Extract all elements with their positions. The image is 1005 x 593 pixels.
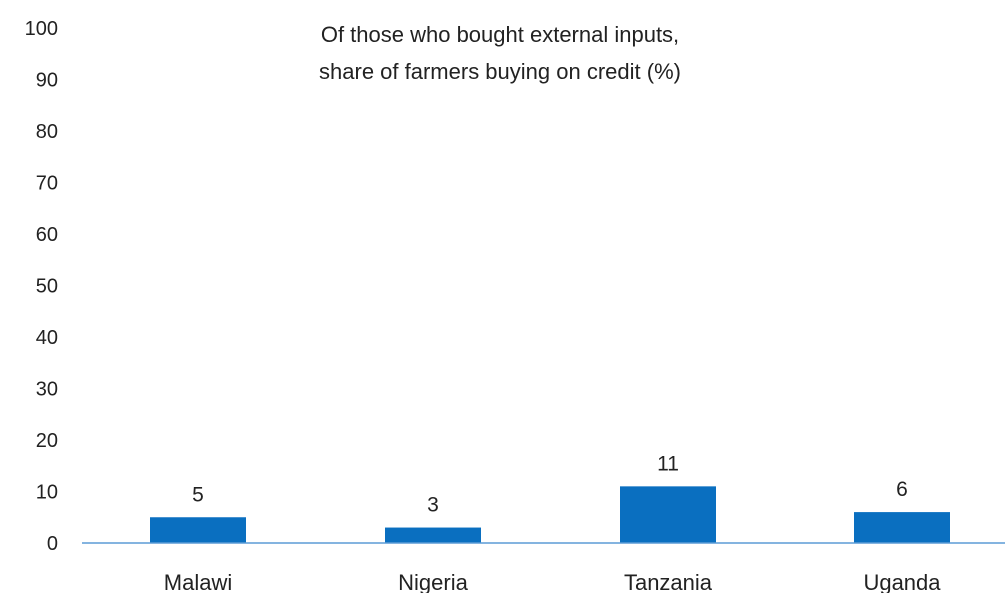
bars xyxy=(150,486,950,543)
y-axis-tick-labels: 0 10 20 30 40 50 60 70 80 90 100 xyxy=(25,18,58,555)
y-tick-label: 40 xyxy=(36,327,58,349)
y-tick-label: 10 xyxy=(36,482,58,504)
bar-tanzania xyxy=(620,486,716,543)
y-tick-label: 50 xyxy=(36,276,58,298)
y-tick-label: 60 xyxy=(36,224,58,246)
chart-title-line-2: share of farmers buying on credit (%) xyxy=(319,59,681,84)
y-tick-label: 20 xyxy=(36,430,58,452)
y-tick-label: 100 xyxy=(25,18,58,40)
chart-title: Of those who bought external inputs, sha… xyxy=(319,22,681,84)
y-tick-label: 70 xyxy=(36,173,58,195)
data-label-malawi: 5 xyxy=(192,483,204,506)
y-tick-label: 80 xyxy=(36,121,58,143)
y-tick-label: 0 xyxy=(47,533,58,555)
bar-malawi xyxy=(150,517,246,543)
data-label-uganda: 6 xyxy=(896,478,908,501)
x-category-label-tanzania: Tanzania xyxy=(624,570,713,593)
data-label-tanzania: 11 xyxy=(657,452,679,475)
data-label-nigeria: 3 xyxy=(427,494,439,517)
chart-title-line-1: Of those who bought external inputs, xyxy=(321,22,679,47)
y-tick-label: 30 xyxy=(36,379,58,401)
x-axis-category-labels: Malawi Nigeria Tanzania Uganda xyxy=(164,570,942,593)
x-category-label-uganda: Uganda xyxy=(863,570,941,593)
data-labels: 5 3 11 6 xyxy=(192,452,908,516)
x-category-label-malawi: Malawi xyxy=(164,570,232,593)
y-tick-label: 90 xyxy=(36,70,58,92)
bar-nigeria xyxy=(385,527,481,543)
bar-uganda xyxy=(854,512,950,543)
x-category-label-nigeria: Nigeria xyxy=(398,570,468,593)
